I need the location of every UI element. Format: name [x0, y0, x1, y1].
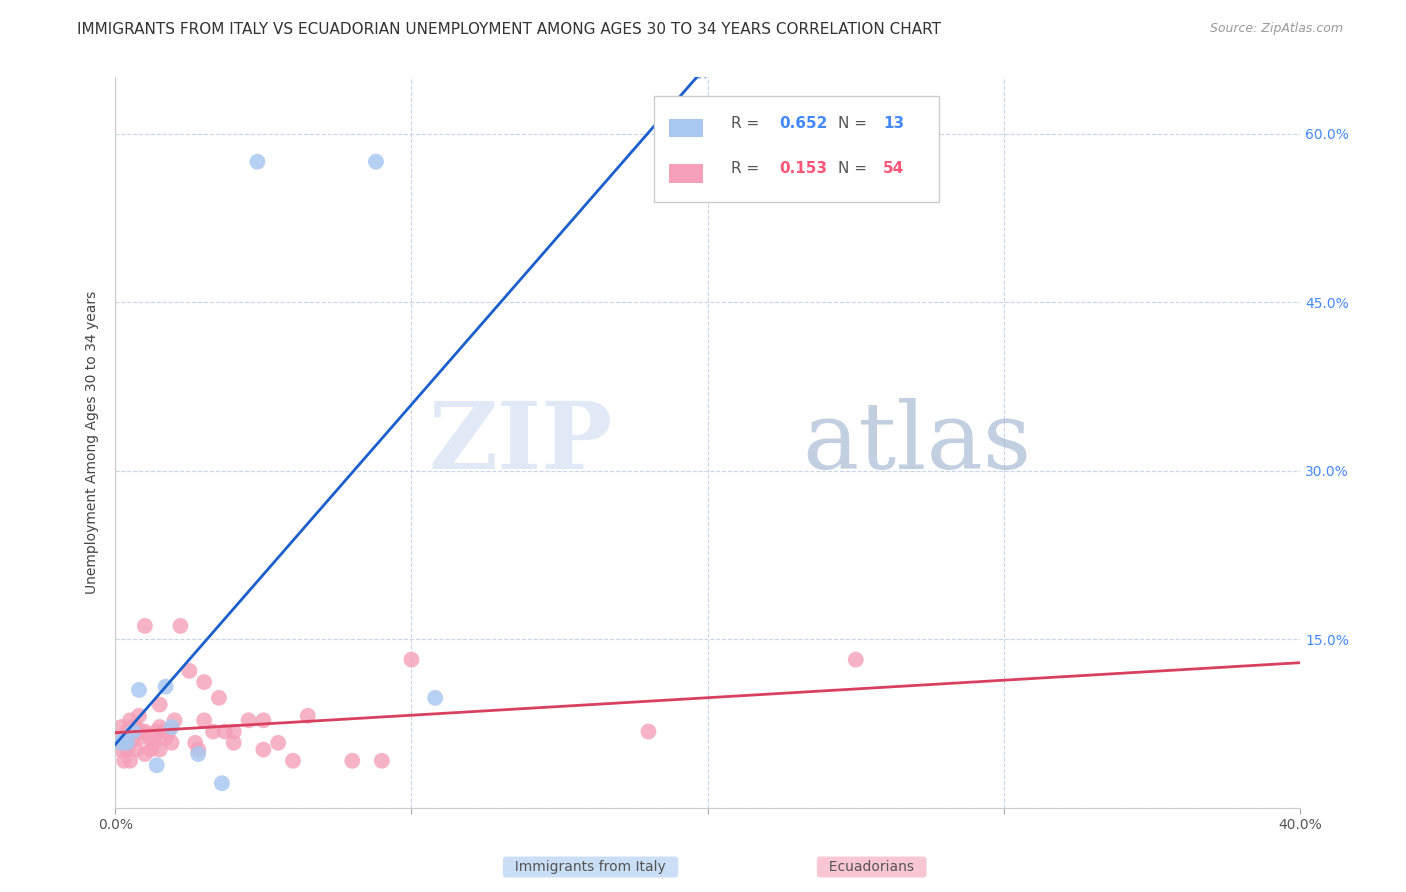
Text: Immigrants from Italy: Immigrants from Italy	[506, 860, 675, 874]
Text: R =: R =	[731, 161, 765, 177]
Point	[128, 708, 150, 723]
Point	[425, 690, 447, 705]
Point	[267, 736, 290, 750]
Point	[134, 747, 156, 761]
Point	[637, 724, 659, 739]
Text: IMMIGRANTS FROM ITALY VS ECUADORIAN UNEMPLOYMENT AMONG AGES 30 TO 34 YEARS CORRE: IMMIGRANTS FROM ITALY VS ECUADORIAN UNEM…	[77, 22, 942, 37]
Text: Source: ZipAtlas.com: Source: ZipAtlas.com	[1209, 22, 1343, 36]
Point	[125, 720, 148, 734]
Point	[112, 731, 135, 746]
Point	[115, 736, 138, 750]
Point	[193, 675, 215, 690]
Point	[222, 736, 245, 750]
Point	[149, 698, 172, 712]
Point	[157, 724, 180, 739]
Point	[115, 724, 138, 739]
Point	[110, 720, 132, 734]
Point	[149, 720, 172, 734]
Point	[149, 742, 172, 756]
Point	[193, 714, 215, 728]
Point	[128, 683, 150, 698]
Point	[297, 708, 319, 723]
FancyBboxPatch shape	[654, 95, 939, 202]
Point	[342, 754, 364, 768]
Point	[160, 736, 183, 750]
Point	[152, 724, 174, 739]
Point	[112, 754, 135, 768]
Point	[208, 690, 231, 705]
Point	[214, 724, 236, 739]
Point	[169, 619, 191, 633]
Point	[845, 652, 868, 666]
Point	[281, 754, 304, 768]
Point	[120, 754, 142, 768]
Point	[252, 742, 274, 756]
Point	[120, 736, 142, 750]
Text: 0.153: 0.153	[779, 161, 827, 177]
Text: N =: N =	[838, 161, 872, 177]
Point	[252, 714, 274, 728]
Point	[184, 736, 207, 750]
Point	[134, 619, 156, 633]
Point	[128, 731, 150, 746]
Point	[120, 714, 142, 728]
Point	[187, 747, 209, 761]
Point	[155, 731, 177, 746]
Point	[125, 742, 148, 756]
Text: Ecuadorians: Ecuadorians	[820, 860, 924, 874]
Point	[134, 724, 156, 739]
Point	[122, 720, 145, 734]
Point	[145, 758, 167, 772]
Point	[202, 724, 225, 739]
Text: 54: 54	[883, 161, 904, 177]
Point	[246, 154, 269, 169]
Point	[160, 720, 183, 734]
Text: 0.652: 0.652	[779, 116, 827, 131]
FancyBboxPatch shape	[669, 164, 703, 183]
Text: ZIP: ZIP	[429, 398, 613, 488]
Point	[131, 724, 153, 739]
FancyBboxPatch shape	[669, 119, 703, 137]
Point	[122, 731, 145, 746]
Point	[179, 664, 201, 678]
Point	[139, 742, 162, 756]
Point	[211, 776, 233, 790]
Point	[187, 742, 209, 756]
Point	[110, 736, 132, 750]
Point	[401, 652, 423, 666]
Point	[371, 754, 394, 768]
Point	[163, 714, 186, 728]
Point	[107, 731, 129, 746]
Point	[238, 714, 260, 728]
Point	[112, 731, 135, 746]
Y-axis label: Unemployment Among Ages 30 to 34 years: Unemployment Among Ages 30 to 34 years	[86, 291, 100, 594]
Point	[222, 724, 245, 739]
Point	[110, 742, 132, 756]
Point	[155, 680, 177, 694]
Text: R =: R =	[731, 116, 765, 131]
Text: N =: N =	[838, 116, 872, 131]
Point	[364, 154, 387, 169]
Text: 13: 13	[883, 116, 904, 131]
Point	[115, 742, 138, 756]
Text: atlas: atlas	[803, 398, 1032, 488]
Point	[122, 724, 145, 739]
Point	[142, 736, 165, 750]
Point	[139, 731, 162, 746]
Point	[145, 724, 167, 739]
